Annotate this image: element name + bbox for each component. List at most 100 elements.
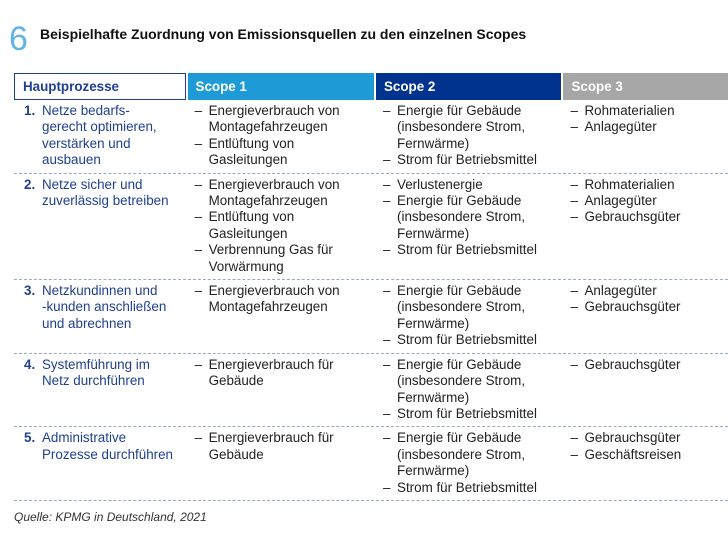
- process-line: Systemführung im: [42, 356, 150, 372]
- list-item: Gebrauchsgüter: [563, 209, 728, 226]
- process-number: 4.: [24, 356, 36, 372]
- item-line: Gebäude: [208, 373, 264, 389]
- item-line: Montagefahrzeugen: [208, 119, 328, 135]
- process-number: 2.: [24, 176, 36, 192]
- table-row: 3. Netzkundinnen und -kunden anschließen un…: [14, 280, 728, 354]
- scope-cell: RohmaterialienAnlagegüterGebrauchsgüter: [563, 174, 728, 281]
- list-item: Geschäftsreisen: [563, 446, 728, 464]
- process-line: Netze bedarfs-: [42, 103, 130, 118]
- process-line: Netzkundinnen und: [42, 283, 158, 299]
- item-line: Anlagegüter: [584, 119, 657, 135]
- item-line: Energieverbrauch von: [208, 176, 340, 192]
- process-line: und abrechnen: [42, 315, 132, 331]
- process-line: -kunden anschließen: [42, 299, 167, 315]
- list-item: Strom für Betriebsmittel: [376, 152, 561, 169]
- list-item: Energie für Gebäude(insbesondere Strom,F…: [376, 357, 561, 406]
- item-line: Vorwärmung: [208, 258, 284, 274]
- list-item: Energie für Gebäude(insbesondere Strom,F…: [376, 103, 561, 152]
- process-cell: 5. Administrative Prozesse durchführen: [14, 427, 186, 501]
- scope-cell: Energieverbrauch vonMontagefahrzeugenEnt…: [187, 174, 375, 281]
- item-line: Gasleitungen: [208, 152, 288, 168]
- list-item: Rohmaterialien: [563, 103, 728, 120]
- item-line: Energieverbrauch für: [208, 430, 334, 446]
- item-line: Montagefahrzeugen: [208, 193, 328, 209]
- header-cell: Scope 2: [375, 73, 562, 100]
- list-item: Gebrauchsgüter: [563, 430, 728, 447]
- list-item: Strom für Betriebsmittel: [376, 479, 561, 497]
- item-line: Gebrauchsgüter: [584, 356, 681, 372]
- item-line: Fernwärme): [397, 463, 470, 479]
- process-number: 3.: [24, 283, 36, 299]
- item-line: Strom für Betriebsmittel: [397, 332, 537, 348]
- item-line: Energie für Gebäude: [397, 103, 522, 118]
- scope-cell: AnlagegüterGebrauchsgüter: [563, 280, 728, 354]
- item-line: Energieverbrauch für: [208, 356, 334, 372]
- item-line: Fernwärme): [397, 225, 470, 241]
- item-line: Energie für Gebäude: [397, 430, 522, 446]
- item-line: Energie für Gebäude: [397, 356, 522, 372]
- item-line: Anlagegüter: [584, 283, 657, 299]
- item-line: Energie für Gebäude: [397, 283, 522, 299]
- list-item: Strom für Betriebsmittel: [376, 332, 561, 349]
- process-cell: 1. Netze bedarfs-gerecht optimieren, verst…: [14, 100, 186, 174]
- item-line: Anlagegüter: [584, 193, 657, 209]
- item-line: Gebrauchsgüter: [584, 299, 681, 315]
- process-cell: 3. Netzkundinnen und -kunden anschließen un…: [14, 280, 186, 354]
- list-item: Rohmaterialien: [563, 176, 728, 194]
- item-line: Entlüftung von: [208, 135, 295, 151]
- list-item: Energie für Gebäude(insbesondere Strom,F…: [376, 283, 561, 332]
- item-line: Energieverbrauch von: [208, 283, 340, 299]
- item-line: Fernwärme): [397, 315, 470, 331]
- item-line: Fernwärme): [397, 135, 470, 151]
- process-line: Prozesse durchführen: [42, 446, 174, 462]
- table-row: 1. Netze bedarfs-gerecht optimieren, verst…: [14, 100, 728, 174]
- process-line: Administrative: [42, 430, 127, 446]
- item-line: Verbrennung Gas für: [208, 242, 333, 258]
- item-line: Geschäftsreisen: [584, 446, 682, 462]
- scope-cell: RohmaterialienAnlagegüter: [563, 100, 728, 174]
- title: Beispielhafte Zuordnung von Emissionsque…: [40, 26, 527, 42]
- item-line: Verlustenergie: [397, 176, 483, 192]
- item-line: Entlüftung von: [208, 209, 295, 225]
- list-item: Anlagegüter: [563, 119, 728, 136]
- item-line: (insbesondere Strom,: [397, 209, 526, 225]
- process-line: Netze sicher und: [42, 176, 143, 192]
- scope-cell: Energie für Gebäude(insbesondere Strom,F…: [376, 427, 562, 501]
- scope-cell: Gebrauchsgüter: [563, 354, 728, 428]
- list-item: Verlustenergie: [376, 176, 561, 194]
- header-cell: Scope 3: [563, 73, 728, 100]
- list-item: Energie für Gebäude(insbesondere Strom,F…: [376, 430, 561, 479]
- scope-cell: VerlustenergieEnergie für Gebäude(insbes…: [376, 174, 562, 281]
- item-line: (insbesondere Strom,: [397, 299, 526, 315]
- item-line: Rohmaterialien: [584, 176, 675, 192]
- item-line: Rohmaterialien: [584, 103, 675, 118]
- item-line: Gebäude: [208, 446, 264, 462]
- process-line: verstärken und: [42, 135, 131, 151]
- process-line: Netz durchführen: [42, 373, 145, 389]
- process-number: 5.: [24, 430, 36, 446]
- list-item: Strom für Betriebsmittel: [376, 406, 561, 423]
- process-number: 1.: [24, 103, 36, 118]
- process-cell: 4. Systemführung im Netz durchführen: [14, 354, 186, 428]
- scope-cell: Energie für Gebäude(insbesondere Strom,F…: [376, 354, 562, 428]
- process-line: gerecht optimieren,: [42, 119, 157, 135]
- item-line: Energieverbrauch von: [208, 103, 340, 118]
- item-line: Strom für Betriebsmittel: [397, 479, 537, 495]
- header-row: Hauptprozesse Scope 1 Scope 2 Scope 3: [14, 73, 728, 100]
- item-line: Gebrauchsgüter: [584, 430, 681, 446]
- list-item: Anlagegüter: [563, 283, 728, 300]
- process-cell: 2. Netze sicher und zuverlässig betreiben: [14, 174, 186, 281]
- item-line: Gasleitungen: [208, 225, 288, 241]
- item-line: Montagefahrzeugen: [208, 299, 328, 315]
